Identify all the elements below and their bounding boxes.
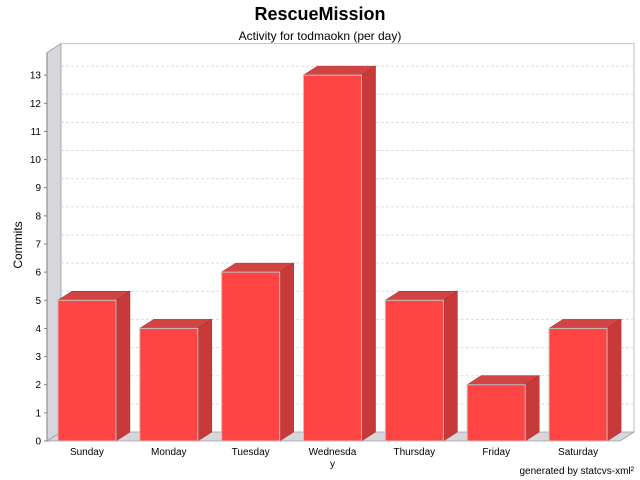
bars [56,65,623,442]
x-tick-label: Wednesda [309,447,357,458]
bar-side [361,65,376,442]
bar-front [466,384,526,442]
plot-frame [61,43,635,432]
chart-subtitle: Activity for todmaokn (per day) [238,29,402,43]
x-tick-label: Thursday [394,447,436,458]
y-tick-label: 3 [35,352,41,363]
bar [302,65,377,442]
bar-front [384,299,444,442]
x-tick-label: Sunday [70,447,104,458]
bar [466,375,541,442]
x-tick-label: Saturday [558,447,598,458]
bar-front [548,327,608,442]
y-tick-label: 13 [30,71,42,82]
y-tick-label: 8 [35,211,41,222]
y-tick-label: 9 [35,183,41,194]
bar-front [139,327,199,442]
bar [220,262,295,442]
y-tick-label: 4 [35,324,41,335]
bar-side [279,262,294,442]
y-tick-label: 6 [35,268,41,279]
bar [548,318,623,442]
bar-side [197,318,213,442]
x-tick-label: y [330,459,335,470]
chart-title: RescueMission [254,4,386,24]
y-tick-label: 2 [35,380,41,391]
x-tick-label: Friday [482,447,510,458]
bar-front [221,271,281,442]
x-tick-label: Tuesday [232,447,270,458]
bar-side [606,318,622,442]
bar [384,290,459,442]
y-axis-label: Commits [11,221,25,268]
generated-by-note: generated by statcvs-xml² [519,466,635,477]
y-tick-label: 11 [31,127,42,138]
y-tick-label: 0 [35,437,41,448]
bar-side [115,290,131,442]
bar-front [303,74,362,442]
x-tick-label: Monday [151,447,187,458]
bar-side [443,290,458,442]
y-tick-label: 5 [35,296,41,307]
y-tick-label: 7 [35,239,41,250]
bar [56,290,131,442]
bar [138,318,213,442]
y-tick-label: 1 [35,408,41,419]
y-tick-label: 10 [30,155,42,166]
bar-side [524,375,540,442]
y-tick-label: 12 [30,99,42,110]
bar-front [57,299,117,442]
